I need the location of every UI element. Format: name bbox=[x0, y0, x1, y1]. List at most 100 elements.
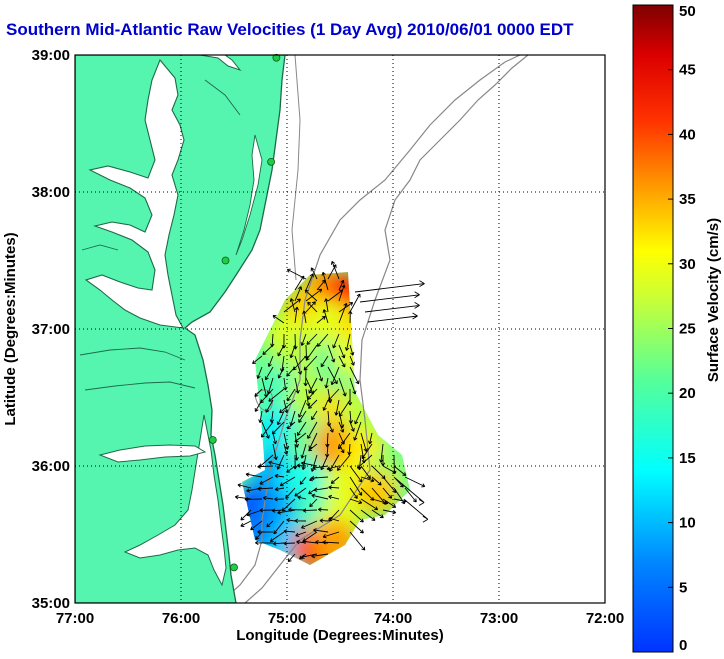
radar-station-marker bbox=[272, 53, 281, 62]
velocity-arrow bbox=[313, 528, 329, 533]
velocity-arrow bbox=[294, 518, 307, 523]
velocity-arrow bbox=[382, 465, 397, 474]
y-tick-label: 38:00 bbox=[32, 184, 70, 201]
velocity-arrow bbox=[393, 465, 407, 477]
velocity-arrow bbox=[313, 487, 329, 492]
velocity-arrow bbox=[268, 460, 285, 467]
velocity-arrow bbox=[311, 410, 318, 421]
velocity-arrow bbox=[294, 275, 305, 291]
velocity-arrow bbox=[324, 377, 329, 389]
velocity-arrow bbox=[371, 509, 384, 519]
velocity-arrow bbox=[364, 302, 420, 313]
velocity-arrow bbox=[240, 520, 252, 527]
velocity-arrow bbox=[353, 421, 362, 441]
velocity-arrow bbox=[295, 531, 307, 537]
colorbar-tick-label: 20 bbox=[679, 385, 696, 402]
velocity-arrow bbox=[273, 520, 285, 535]
chesapeake-bay bbox=[84, 58, 185, 329]
velocity-arrow bbox=[254, 399, 263, 412]
velocity-arrow bbox=[234, 494, 252, 500]
velocity-arrow bbox=[354, 280, 425, 293]
velocity-arrow bbox=[307, 301, 318, 313]
velocity-arrow bbox=[260, 421, 274, 438]
velocity-arrow bbox=[240, 509, 252, 521]
y-tick-label: 36:00 bbox=[32, 458, 70, 475]
velocity-arrow bbox=[256, 366, 263, 379]
velocity-arrow bbox=[304, 289, 318, 302]
velocity-arrow bbox=[338, 302, 348, 324]
velocity-arrow bbox=[272, 443, 278, 461]
velocity-arrow bbox=[305, 301, 316, 313]
velocity-arrow bbox=[276, 410, 285, 426]
velocity-arrow bbox=[237, 483, 252, 489]
velocity-arrow bbox=[360, 432, 368, 452]
velocity-arrow bbox=[322, 531, 340, 539]
x-tick-label: 72:00 bbox=[586, 610, 624, 627]
velocity-arrow bbox=[257, 529, 274, 535]
y-axis-label: Latitude (Degrees:Minutes) bbox=[2, 232, 19, 425]
colorbar-tick-label: 30 bbox=[679, 256, 696, 273]
velocity-arrow bbox=[330, 476, 340, 484]
bathymetry-contour-shelf bbox=[291, 55, 301, 281]
velocity-arrow bbox=[283, 443, 289, 455]
velocity-arrow bbox=[371, 476, 382, 486]
velocity-arrow bbox=[296, 463, 307, 468]
velocity-arrow bbox=[255, 540, 274, 545]
velocity-arrow bbox=[309, 498, 318, 508]
y-tick-label: 37:00 bbox=[32, 321, 70, 338]
velocity-arrow bbox=[289, 344, 296, 359]
velocity-arrow bbox=[332, 333, 340, 349]
colorbar-tick-label: 25 bbox=[679, 321, 696, 338]
velocity-arrow bbox=[349, 355, 355, 366]
velocity-arrow bbox=[300, 333, 307, 346]
velocity-arrow bbox=[298, 410, 307, 423]
velocity-arrow bbox=[296, 421, 307, 436]
colorbar-tick-label: 50 bbox=[679, 3, 696, 20]
velocity-arrow bbox=[360, 476, 375, 483]
colorbar-tick-label: 10 bbox=[679, 515, 696, 532]
velocity-arrow bbox=[287, 553, 296, 563]
velocity-arrow bbox=[338, 284, 346, 302]
velocity-arrow bbox=[322, 540, 340, 545]
velocity-arrow bbox=[303, 366, 308, 387]
velocity-arrow bbox=[349, 520, 364, 534]
velocity-arrow bbox=[349, 487, 358, 499]
delaware-bay bbox=[199, 55, 242, 72]
velocity-arrow bbox=[349, 498, 363, 505]
velocity-arrow bbox=[328, 388, 340, 401]
bathymetry-contour-outer bbox=[244, 55, 529, 603]
x-axis-label: Longitude (Degrees:Minutes) bbox=[236, 627, 444, 644]
velocity-arrow bbox=[359, 291, 420, 303]
colorbar-tick-label: 5 bbox=[679, 579, 687, 596]
delmarva-bays bbox=[235, 134, 263, 256]
colorbar-gradient bbox=[632, 4, 674, 653]
velocity-arrow bbox=[382, 487, 393, 499]
velocity-arrow bbox=[306, 333, 318, 345]
velocity-arrow bbox=[294, 286, 303, 302]
velocity-arrow bbox=[294, 377, 300, 394]
velocity-arrow bbox=[283, 432, 290, 450]
velocity-arrow bbox=[305, 288, 323, 302]
velocity-arrow bbox=[338, 302, 354, 313]
velocity-arrow bbox=[360, 509, 376, 521]
x-tick-label: 75:00 bbox=[268, 610, 306, 627]
y-tick-label: 39:00 bbox=[32, 47, 70, 64]
velocity-arrow bbox=[349, 377, 357, 395]
velocity-arrow bbox=[285, 487, 296, 500]
velocity-arrow bbox=[311, 493, 329, 500]
velocity-arrow bbox=[338, 355, 346, 368]
velocity-arrow bbox=[338, 421, 345, 433]
velocity-arrow bbox=[302, 310, 307, 324]
velocity-arrow bbox=[261, 421, 270, 439]
x-tick-label: 73:00 bbox=[480, 610, 518, 627]
velocity-arrow bbox=[277, 366, 285, 379]
colorbar-tick-label: 35 bbox=[679, 191, 696, 208]
velocity-arrow bbox=[322, 399, 329, 411]
velocity-arrow bbox=[299, 476, 307, 485]
colorbar-tick-label: 0 bbox=[679, 637, 687, 654]
colorbar-tick-label: 40 bbox=[679, 126, 696, 143]
velocity-arrow bbox=[328, 494, 340, 500]
velocity-arrow bbox=[349, 531, 366, 551]
